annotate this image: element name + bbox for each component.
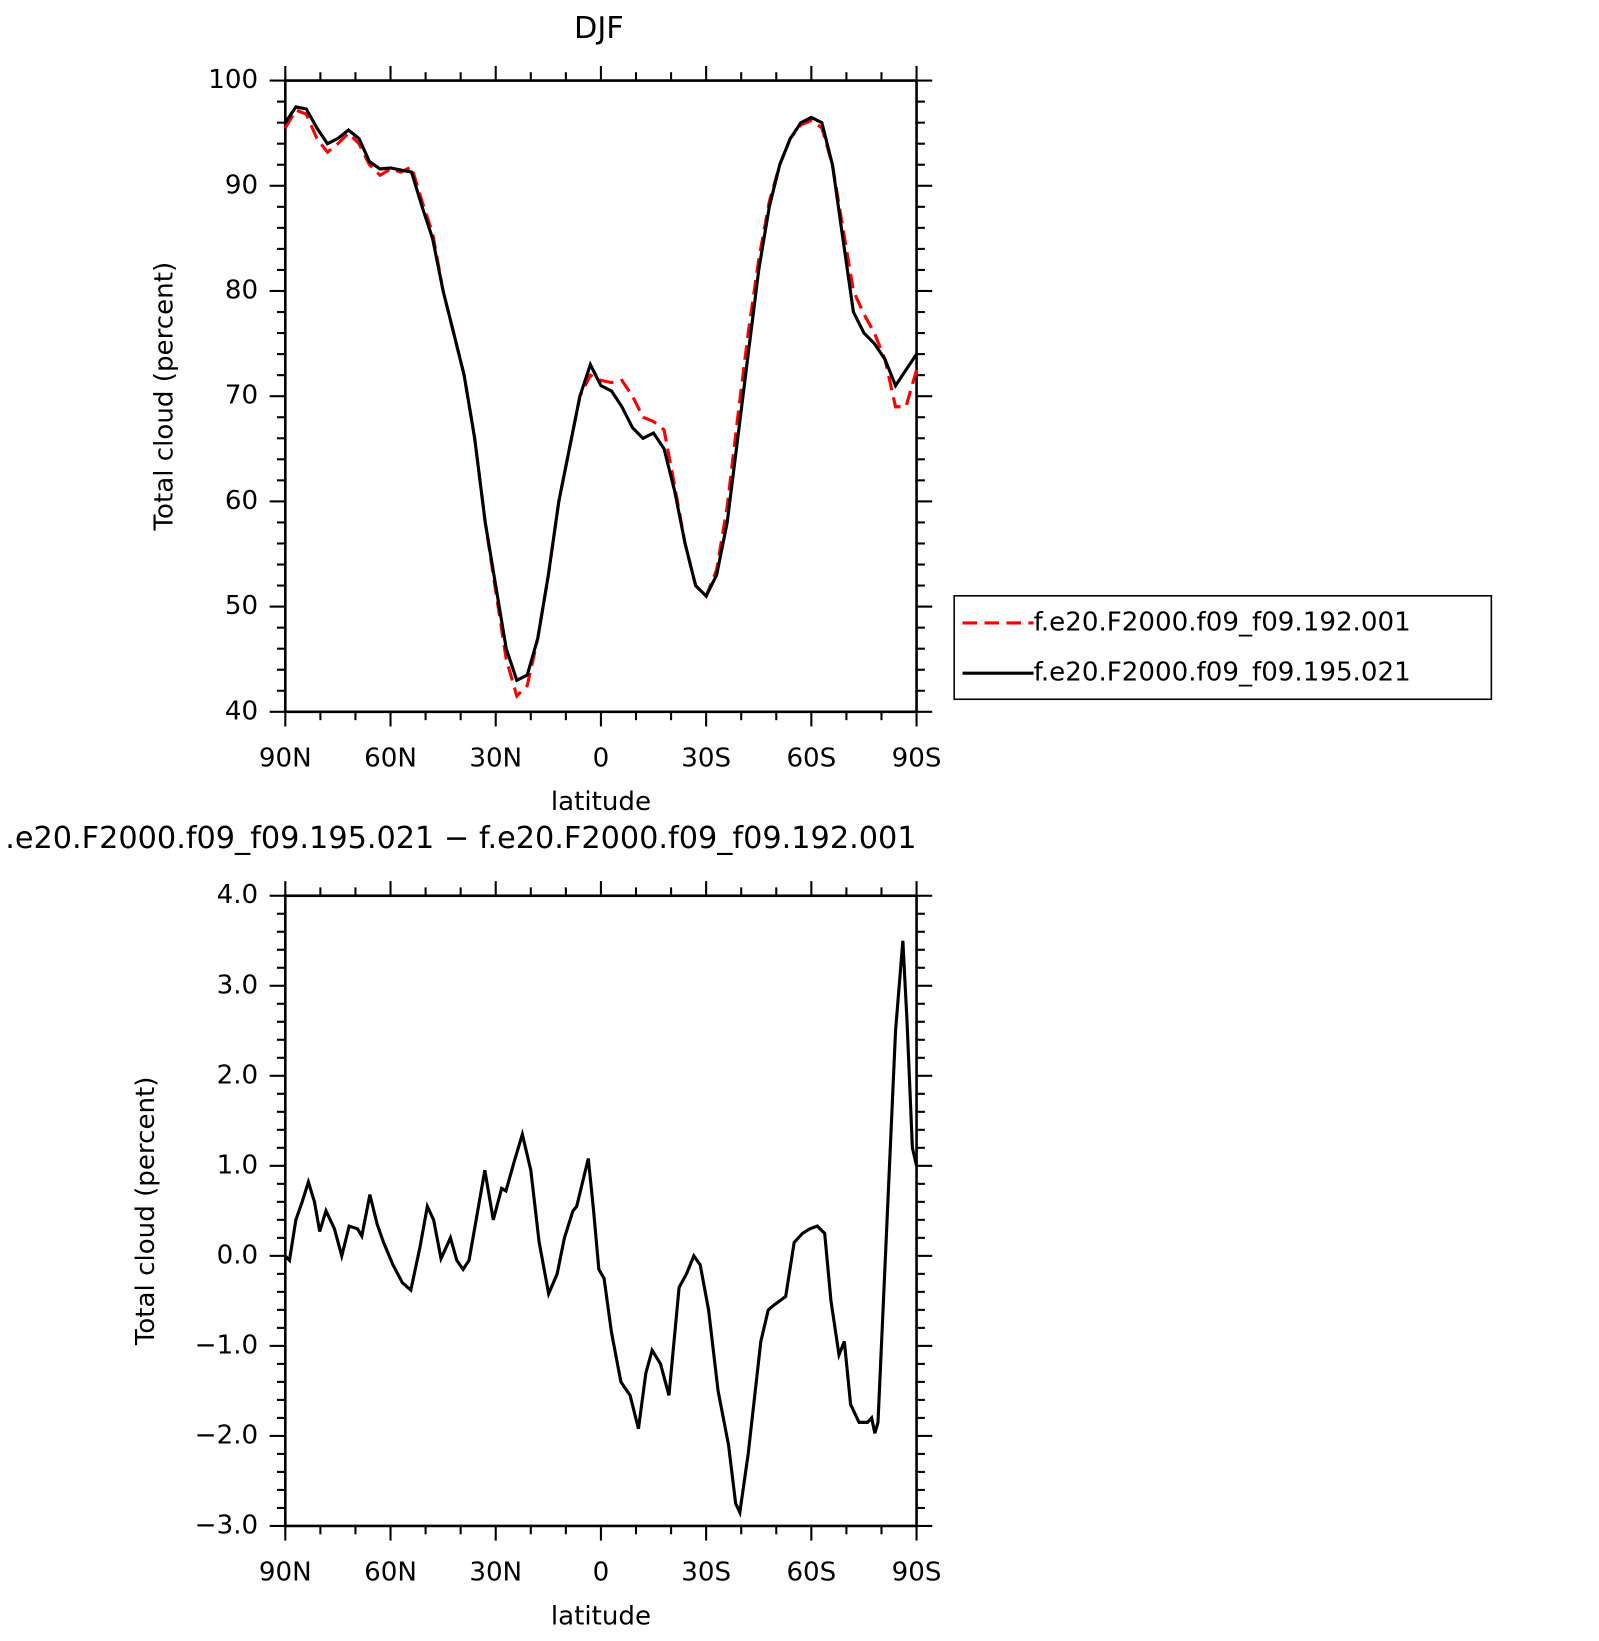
- legend-box: [953, 595, 1493, 701]
- x-tick-label: 30S: [681, 1557, 731, 1587]
- x-tick-label: 60S: [786, 743, 836, 773]
- y-tick-label: 70: [225, 381, 258, 411]
- x-tick-label: 90N: [259, 1557, 312, 1587]
- x-tick-label: 90N: [259, 743, 312, 773]
- y-tick-label: 3.0: [217, 970, 259, 1000]
- chart-title: .e20.F2000.f09_f09.195.021 − f.e20.F2000…: [5, 821, 916, 856]
- y-axis-label: Total cloud (percent): [131, 1077, 161, 1347]
- x-tick-label: 30S: [681, 743, 731, 773]
- data-line: [284, 105, 918, 683]
- y-tick-label: 80: [225, 275, 258, 305]
- legend-label: f.e20.F2000.f09_f09.195.021: [1034, 658, 1411, 688]
- y-tick-label: 60: [225, 486, 258, 516]
- y-tick-label: 2.0: [217, 1060, 259, 1090]
- x-tick-label: 90S: [892, 743, 942, 773]
- y-tick-label: −2.0: [195, 1420, 258, 1450]
- y-tick-label: 100: [208, 65, 258, 95]
- x-tick-label: 0: [593, 1557, 610, 1587]
- x-tick-label: 60S: [786, 1557, 836, 1587]
- plot-frame: [284, 894, 918, 1528]
- y-tick-label: −3.0: [195, 1510, 258, 1540]
- x-axis-label: latitude: [551, 787, 651, 817]
- y-tick-label: 50: [225, 591, 258, 621]
- y-tick-label: 40: [225, 696, 258, 726]
- data-line: [284, 940, 919, 1518]
- y-tick-label: 0.0: [217, 1240, 259, 1270]
- x-tick-label: 90S: [892, 1557, 942, 1587]
- x-tick-label: 30N: [469, 743, 522, 773]
- chart-title: DJF: [574, 11, 624, 46]
- y-axis-label: Total cloud (percent): [150, 262, 180, 532]
- y-tick-label: 1.0: [217, 1150, 259, 1180]
- y-tick-label: 4.0: [217, 880, 259, 910]
- y-tick-label: 90: [225, 170, 258, 200]
- legend-label: f.e20.F2000.f09_f09.192.001: [1034, 607, 1411, 637]
- x-tick-label: 60N: [364, 1557, 417, 1587]
- x-axis-label: latitude: [551, 1601, 651, 1631]
- x-tick-label: 0: [593, 743, 610, 773]
- x-tick-label: 30N: [469, 1557, 522, 1587]
- x-tick-label: 60N: [364, 743, 417, 773]
- y-tick-label: −1.0: [195, 1330, 258, 1360]
- data-line: [283, 108, 919, 700]
